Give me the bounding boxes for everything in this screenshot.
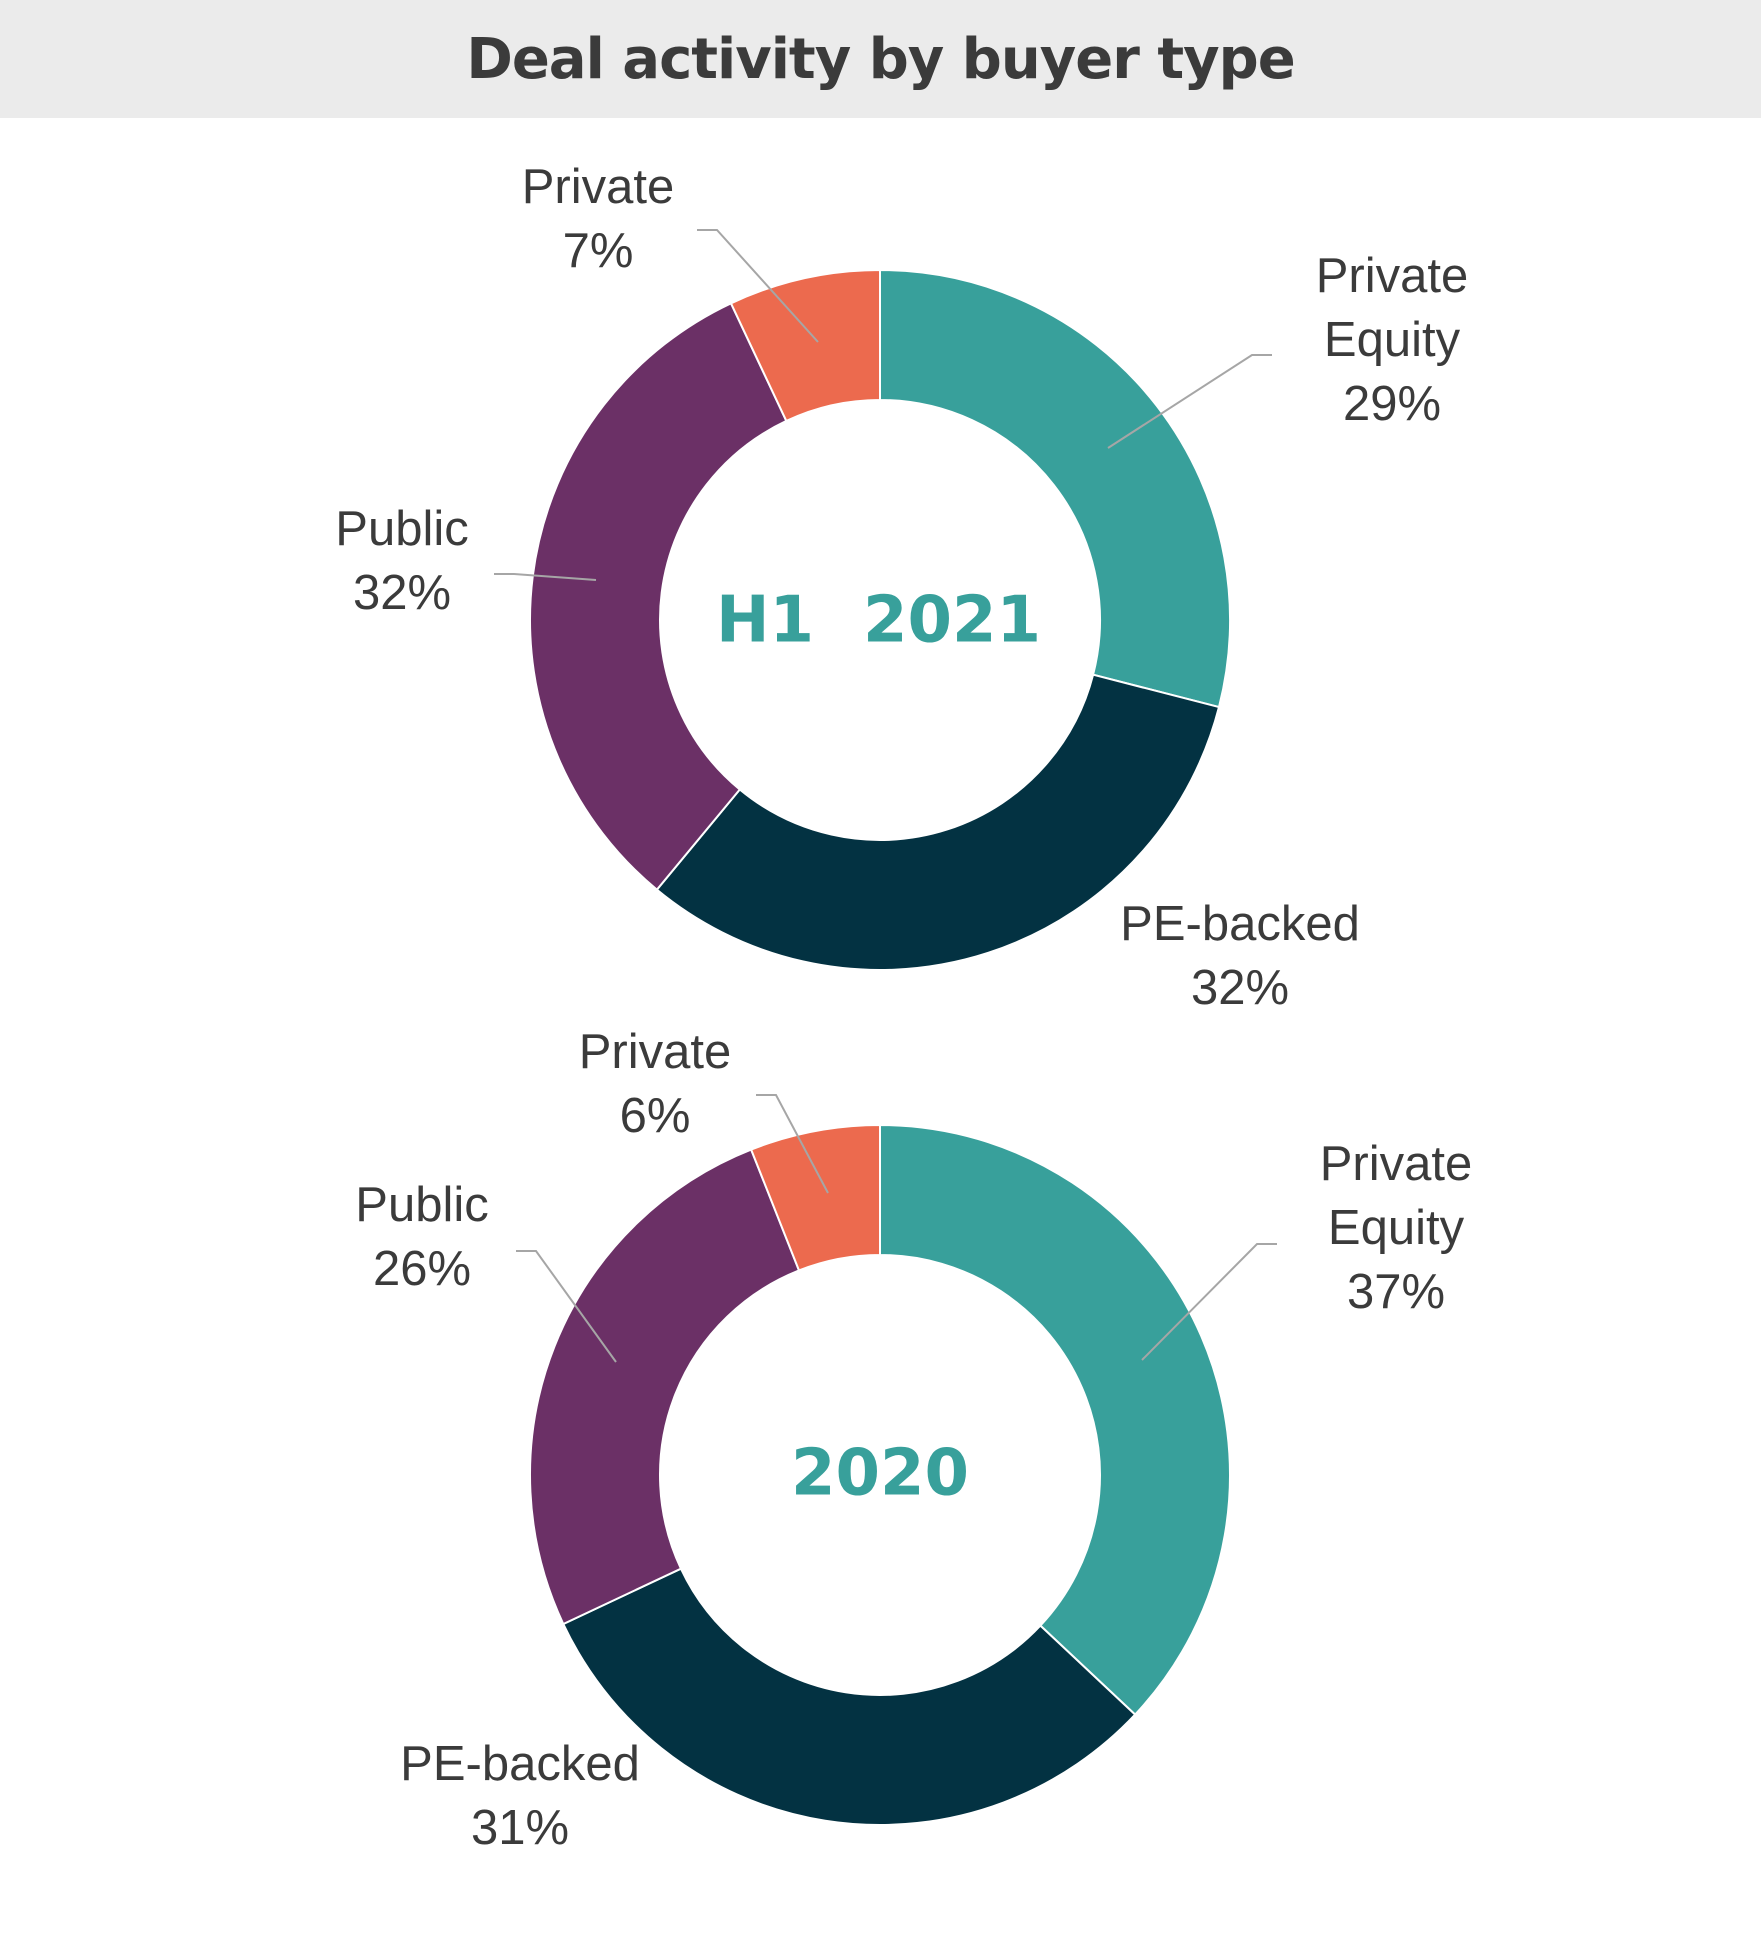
slice-label-line: 7% [563, 224, 634, 278]
slice-label-private-equity: Private Equity 37% [1320, 1137, 1473, 1319]
slice-pe-backed [655, 673, 1221, 971]
header-bar: Deal activity by buyer type [0, 0, 1761, 118]
slice-label-pe-backed: PE-backed 32% [1120, 897, 1360, 1015]
slice-label-line: Equity [1324, 313, 1461, 367]
slice-label-pe-backed: PE-backed 31% [400, 1737, 640, 1855]
slice-label-line: Private [1316, 249, 1469, 303]
center-label: 2020 [791, 1437, 969, 1511]
chart-title: Deal activity by buyer type [466, 26, 1295, 92]
slice-label-line: 32% [353, 566, 451, 620]
slice-pe-backed [561, 1567, 1137, 1826]
slice-label-line: 6% [620, 1089, 691, 1143]
donut-chart-1: Private Equity 29% PE-backed 32% Public 32% Pri… [335, 160, 1468, 1015]
leader-line [494, 573, 597, 581]
slice-label-public: Public 32% [335, 502, 468, 620]
leader-line [1107, 354, 1272, 449]
slice-label-line: 31% [471, 1801, 569, 1855]
slice-label-line: Private [1320, 1137, 1473, 1191]
center-label: H1 [716, 584, 814, 658]
slice-label-line: 32% [1191, 961, 1289, 1015]
slice-label-line: Private [522, 160, 675, 214]
slice-public [529, 301, 788, 892]
leader-line [756, 1094, 829, 1194]
slice-label-public: Public 26% [355, 1178, 488, 1296]
slice-label-line: Equity [1328, 1201, 1465, 1255]
slice-label-line: PE-backed [1120, 897, 1360, 951]
slice-private [749, 1123, 881, 1272]
slice-label-line: 29% [1343, 377, 1441, 431]
leader-line [516, 1250, 617, 1363]
slice-label-private-equity: Private Equity 29% [1316, 249, 1469, 431]
slice-private-equity [879, 1123, 1231, 1717]
slice-label-line: Private [579, 1025, 732, 1079]
slice-label-line: Public [355, 1178, 488, 1232]
leader-line [697, 229, 819, 343]
slice-public [529, 1148, 801, 1626]
slice-private [729, 268, 881, 423]
leader-line [1141, 1243, 1277, 1361]
donut-chart-2: Private Equity 37% PE-backed 31% Public 26% Pri… [355, 1025, 1472, 1855]
slice-label-line: 37% [1347, 1265, 1445, 1319]
slice-private-equity [879, 268, 1231, 709]
slice-label-private: Private 7% [522, 160, 675, 278]
slice-label-line: Public [335, 502, 468, 556]
center-label: 2021 [863, 584, 1041, 658]
slice-label-line: 26% [373, 1242, 471, 1296]
slice-label-private: Private 6% [579, 1025, 732, 1143]
slice-label-line: PE-backed [400, 1737, 640, 1791]
